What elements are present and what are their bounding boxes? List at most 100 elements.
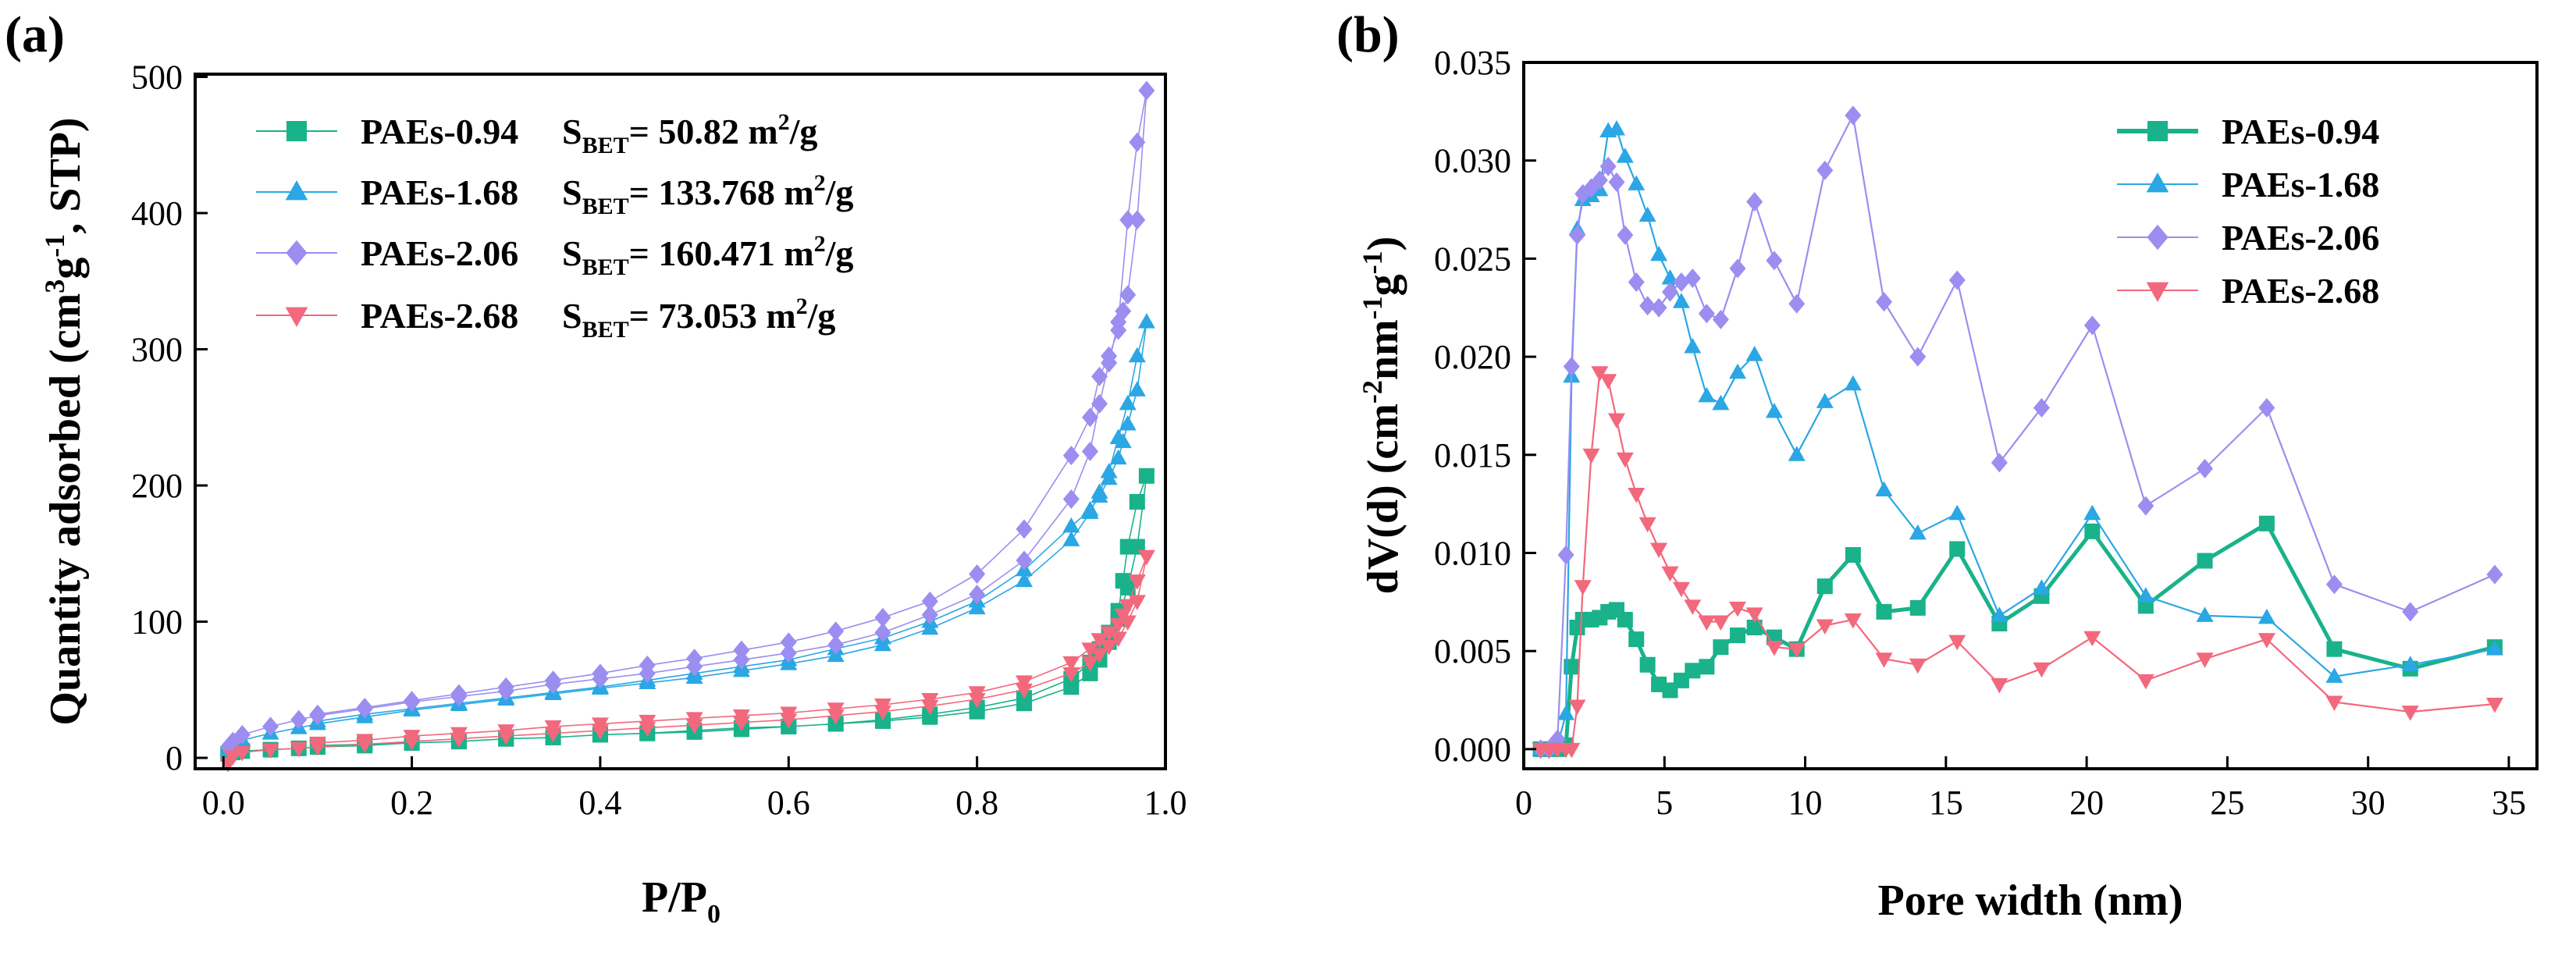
- data-point-b-paes-0.94: [1730, 627, 1746, 644]
- data-point-a-paes-2.68: [403, 730, 421, 745]
- data-point-a-paes-2.06: [545, 670, 562, 691]
- data-point-a-paes-2.06: [497, 677, 514, 697]
- data-point-b-paes-2.06: [1563, 357, 1580, 377]
- panel-a-y-tick-label: 200: [131, 467, 183, 505]
- legend-symbol-b-paes-1.68: [2146, 172, 2169, 193]
- panel-a-x-tick-label: 0.2: [390, 784, 433, 822]
- legend-label-paes-1.68: PAEs-1.68: [361, 172, 518, 212]
- data-point-a-paes-2.68: [1137, 549, 1155, 566]
- data-point-b-paes-2.68: [1568, 699, 1586, 716]
- data-point-b-paes-2.06: [1698, 304, 1715, 324]
- data-point-a-paes-2.06: [262, 716, 279, 737]
- data-point-b-paes-1.68: [2401, 656, 2419, 671]
- data-point-a-paes-1.68: [1062, 531, 1080, 546]
- data-point-a-paes-2.06: [1091, 366, 1108, 386]
- data-point-a-paes-2.68: [873, 698, 891, 714]
- data-point-b-paes-1.68: [2485, 640, 2503, 656]
- data-point-b-paes-2.68: [1684, 599, 1702, 615]
- data-point-a-paes-2.06: [356, 697, 373, 717]
- data-point-a-paes-0.94: [1129, 493, 1145, 510]
- data-point-a-paes-2.68: [1128, 595, 1146, 610]
- data-point-b-paes-2.06: [1591, 170, 1608, 190]
- data-point-a-paes-1.68: [1091, 487, 1108, 503]
- data-point-a-paes-2.68: [544, 720, 562, 736]
- data-point-a-paes-2.06: [1062, 489, 1080, 509]
- panel-b-ticks: 0 5 10 15 20 25 30 35 0.000 0.005 0.010 0.015 0.020 0…: [1434, 44, 2526, 822]
- data-point-a-paes-2.68: [1119, 599, 1137, 615]
- data-point-a-paes-2.06: [921, 605, 938, 625]
- data-point-a-paes-2.68: [1015, 675, 1033, 691]
- data-point-a-paes-1.68: [1015, 571, 1033, 588]
- legend-marker-paes-1.68: [285, 180, 308, 201]
- panel-a: (a) 0.0 0.2 0.4 0.6 0.8 1.0 0 100 200 300 400 500 P…: [5, 6, 1187, 929]
- data-point-b-paes-2.68: [1909, 658, 1927, 674]
- panel-b-y-axis-title: dV(d) (cm-2nm-1g-1): [1357, 236, 1407, 595]
- panel-b-frame: [1522, 61, 2539, 770]
- legend-marker-paes-0.94: [286, 121, 307, 141]
- data-point-b-paes-0.94: [1617, 611, 1633, 627]
- panel-a-plot-area: [219, 80, 1155, 773]
- panel-b-x-tick-label: 20: [2069, 784, 2104, 822]
- legend-symbol-a-paes-0.94: [286, 121, 307, 141]
- legend-item-paes-0.94: PAEs-0.94 SBET= 50.82 m2/g: [256, 109, 817, 158]
- data-point-b-paes-1.68: [2137, 587, 2154, 603]
- data-point-b-paes-2.68: [1672, 581, 1690, 598]
- data-point-a-paes-2.06: [290, 709, 308, 730]
- legend-symbol-a-paes-2.06: [286, 240, 308, 266]
- legend-b-marker-paes-2.06: [2147, 224, 2169, 251]
- panel-b-x-tick-label: 15: [1929, 784, 1963, 822]
- data-point-a-paes-2.68: [921, 693, 939, 709]
- data-point-b-paes-2.06: [1608, 172, 1625, 192]
- data-point-a-paes-2.68: [591, 717, 609, 733]
- data-point-b-paes-2.06: [1583, 178, 1600, 198]
- data-point-a-paes-2.68: [1128, 574, 1146, 590]
- data-point-b-paes-2.68: [2325, 695, 2343, 712]
- data-point-a-paes-2.06: [1138, 80, 1155, 101]
- data-point-b-paes-2.68: [1650, 542, 1668, 558]
- data-point-a-paes-2.68: [1062, 667, 1080, 683]
- panel-b-x-axis-title: Pore width (nm): [1878, 876, 2183, 925]
- data-point-a-paes-2.68: [639, 714, 656, 731]
- data-point-a-paes-2.06: [874, 622, 891, 642]
- data-point-a-paes-2.06: [233, 724, 251, 745]
- panel-b-plot-area: [1532, 105, 2503, 759]
- data-point-b-paes-2.06: [2137, 496, 2154, 516]
- data-point-b-paes-2.68: [1844, 613, 1862, 629]
- data-point-a-paes-2.68: [1109, 618, 1127, 634]
- data-point-a-paes-2.06: [921, 591, 938, 611]
- legend-b-item-paes-1.68: PAEs-1.68: [2117, 165, 2379, 204]
- data-point-a-paes-2.06: [1119, 210, 1137, 230]
- data-point-b-paes-2.68: [1638, 517, 1656, 533]
- panel-a-x-tick-label: 0.6: [767, 784, 810, 822]
- legend-item-paes-1.68: PAEs-1.68 SBET= 133.768 m2/g: [256, 170, 853, 219]
- data-point-b-paes-1.68: [1712, 394, 1730, 411]
- series-a-paes-1.68: [219, 313, 1155, 756]
- data-point-a-paes-1.68: [1100, 469, 1118, 485]
- data-point-b-paes-1.68: [2083, 504, 2101, 521]
- panel-b-y-tick-label: 0.010: [1434, 534, 1511, 572]
- data-point-a-paes-2.68: [497, 724, 515, 740]
- data-point-b-paes-2.68: [1729, 601, 1747, 617]
- data-point-a-paes-2.68: [1100, 639, 1118, 656]
- data-point-a-paes-2.06: [874, 607, 891, 627]
- data-point-b-paes-2.68: [1616, 452, 1634, 468]
- data-point-b-paes-2.68: [1788, 642, 1806, 659]
- data-point-b-paes-0.94: [1845, 546, 1861, 563]
- legend-symbol-b-paes-2.68: [2146, 282, 2169, 302]
- data-point-a-paes-2.68: [450, 727, 468, 743]
- legend-symbol-b-paes-2.06: [2147, 224, 2169, 251]
- data-point-b-paes-2.68: [1661, 566, 1679, 582]
- legend-symbol-a-paes-2.68: [285, 307, 308, 327]
- data-point-b-paes-1.68: [2033, 579, 2051, 595]
- panel-a-y-tick-label: 500: [131, 58, 183, 96]
- data-point-b-paes-2.68: [1574, 580, 1592, 595]
- data-point-a-paes-2.06: [309, 704, 326, 724]
- panel-b-x-tick-label: 5: [1656, 784, 1673, 822]
- data-point-b-paes-2.06: [1712, 309, 1729, 329]
- panel-a-y-axis-title: Quantity adsorbed (cm3g-1, STP): [39, 117, 90, 725]
- legend-bet-paes-2.06: SBET= 160.471 m2/g: [562, 231, 853, 280]
- series-a-paes-2.06: [219, 80, 1155, 757]
- data-point-b-paes-2.68: [1816, 619, 1834, 635]
- legend-bet-paes-1.68: SBET= 133.768 m2/g: [562, 170, 853, 219]
- data-point-b-paes-2.06: [1639, 296, 1656, 316]
